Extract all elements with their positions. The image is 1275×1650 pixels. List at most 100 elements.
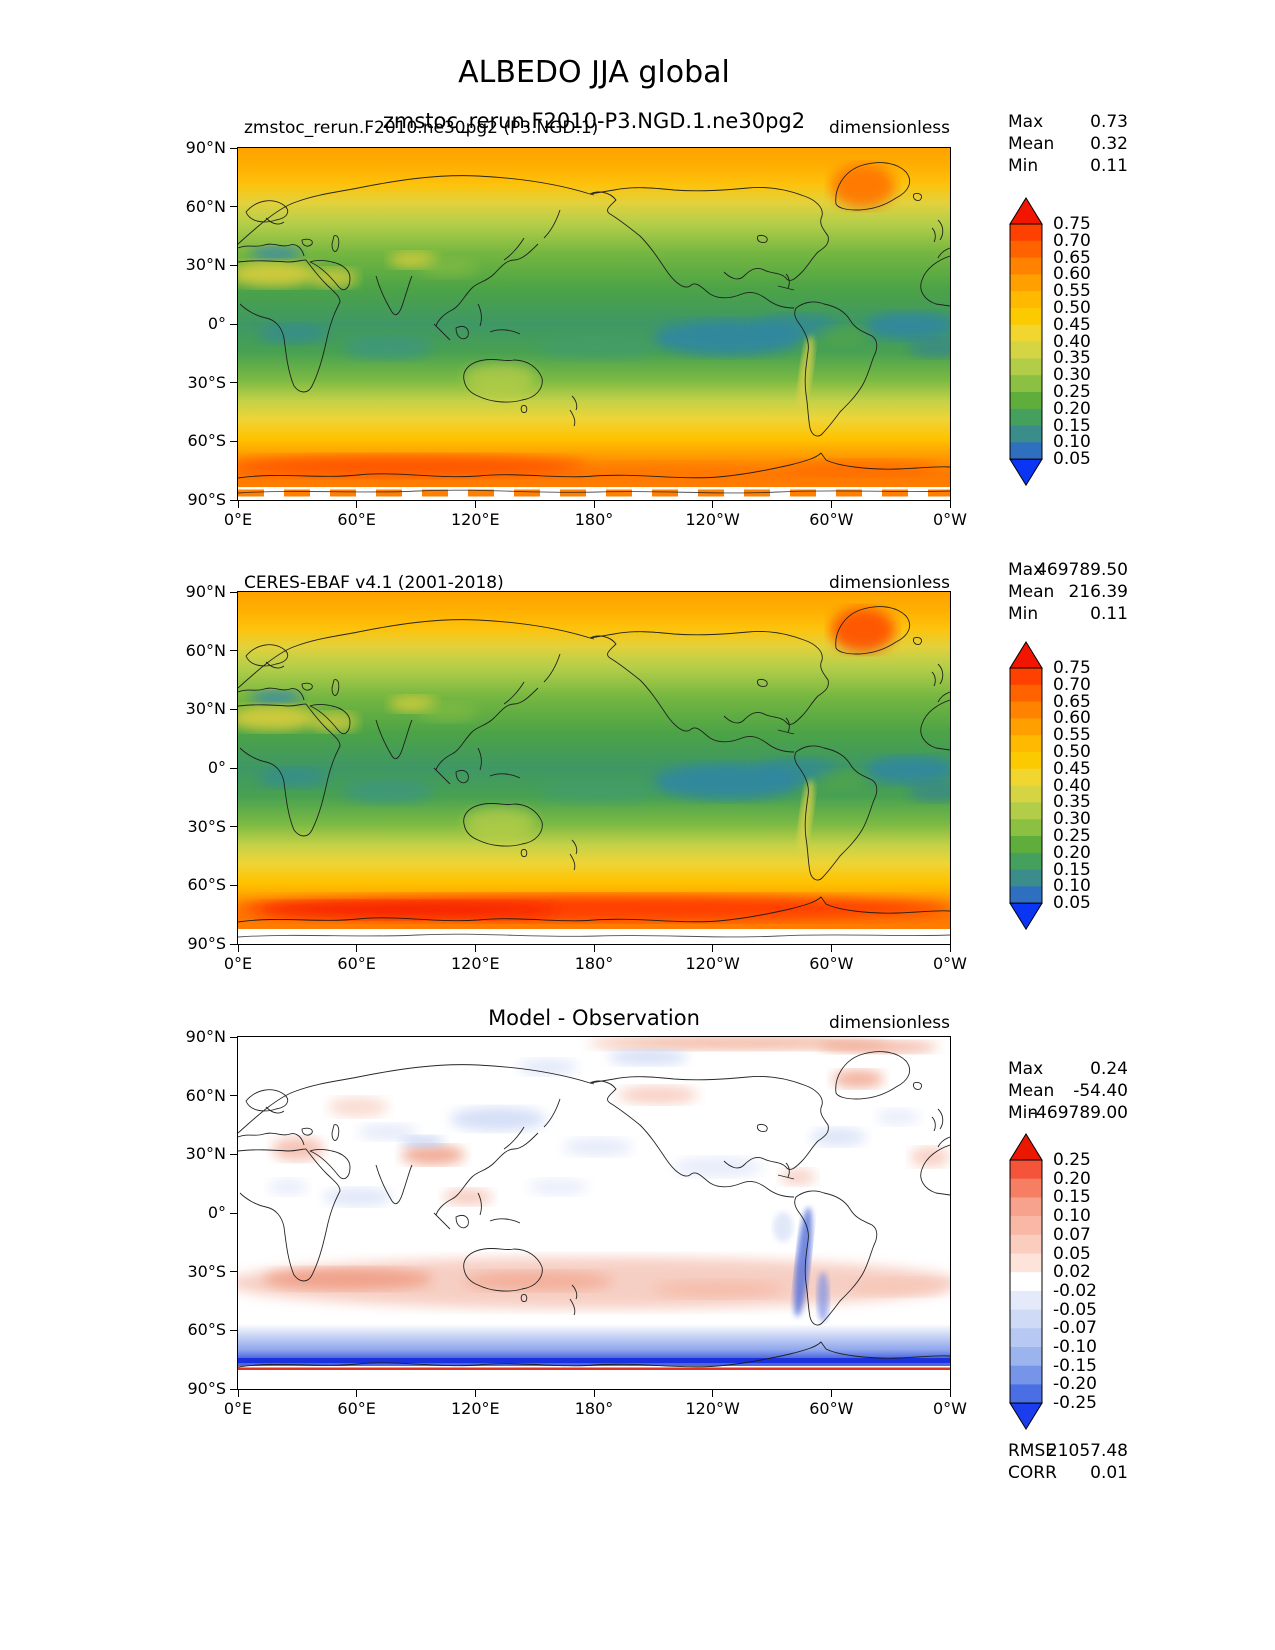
lat-tick-label: 0°: [207, 314, 226, 333]
lat-tick: [230, 264, 237, 266]
colorbar-tick-label: 0.15: [1053, 859, 1091, 880]
colorbar-tick-label: 0.20: [1053, 1168, 1091, 1189]
panel3-center-title: Model - Observation: [488, 1006, 700, 1030]
colorbar-tick-label: 0.35: [1053, 348, 1091, 369]
colorbar-tick-label: 0.15: [1053, 415, 1091, 436]
lon-tick-label: 120°W: [685, 1399, 740, 1418]
panel3-stat-max: Max 0.24: [1008, 1059, 1128, 1081]
lat-tick-label: 30°N: [185, 699, 226, 719]
panel3-stat-corr: CORR 0.01: [1008, 1463, 1128, 1485]
lat-tick: [230, 1271, 237, 1273]
lat-tick: [230, 1329, 237, 1331]
colorbar-tick-label: 0.70: [1053, 674, 1091, 695]
lon-tick: [712, 501, 714, 508]
lat-tick: [230, 1153, 237, 1155]
lon-tick: [712, 945, 714, 952]
panel2-stat-max: Max 469789.50: [1008, 560, 1128, 582]
lat-tick: [230, 440, 237, 442]
lon-tick: [712, 1390, 714, 1397]
stat-value: 0.11: [1090, 604, 1128, 624]
lat-tick-label: 90°N: [185, 138, 226, 157]
lon-tick-label: 120°W: [685, 954, 740, 973]
lat-tick: [230, 708, 237, 710]
colorbar-tick-label: 0.10: [1053, 876, 1091, 897]
map-field: [238, 1037, 950, 1389]
colorbar-tick-label: 0.20: [1053, 842, 1091, 863]
lat-tick-label: 90°N: [185, 582, 226, 601]
lat-tick-label: 30°N: [185, 1144, 226, 1164]
lat-tick: [230, 767, 237, 769]
lon-tick-label: 180°: [574, 1399, 614, 1418]
colorbar-tick-label: 0.07: [1053, 1224, 1091, 1245]
stat-label: Min: [1008, 156, 1039, 176]
lat-tick-label: 60°N: [185, 640, 226, 660]
lon-tick-label: 120°E: [451, 954, 500, 973]
stat-value: -469789.00: [1029, 1103, 1128, 1123]
panel2-units-label: dimensionless: [829, 573, 950, 593]
lat-tick-label: 30°N: [185, 255, 226, 275]
colorbar-tick-label: 0.55: [1053, 281, 1091, 302]
lat-tick-label: 60°S: [187, 431, 226, 451]
colorbar-tick-label: 0.60: [1053, 264, 1091, 285]
colorbar-tick-label: 0.25: [1053, 382, 1091, 402]
colorbar-tick-label: 0.35: [1053, 792, 1091, 813]
colorbar-tick-label: 0.75: [1053, 658, 1091, 678]
lat-tick: [230, 650, 237, 652]
panel3-units-label: dimensionless: [829, 1013, 950, 1033]
panel2-stat-min: Min 0.11: [1008, 604, 1128, 626]
lon-tick: [593, 945, 595, 952]
colorbar-tick-label: -0.02: [1053, 1280, 1097, 1301]
colorbar-tick-label: 0.05: [1053, 449, 1091, 470]
colorbar-tick-label: 0.02: [1053, 1262, 1091, 1283]
lat-tick: [230, 206, 237, 208]
lat-tick-label: 30°S: [187, 1261, 226, 1281]
colorbar-tick-label: 0.45: [1053, 314, 1091, 335]
map-observation: [237, 591, 951, 945]
colorbar-tick-label: 0.40: [1053, 775, 1091, 796]
lat-tick: [230, 1388, 237, 1390]
lon-tick-label: 60°E: [337, 1399, 376, 1418]
colorbar-tick-label: 0.65: [1053, 691, 1091, 712]
lon-tick-label: 0°W: [933, 954, 967, 973]
panel1-stat-min: Min 0.11: [1008, 156, 1128, 178]
lon-tick: [593, 1390, 595, 1397]
lat-tick: [230, 826, 237, 828]
lon-tick: [949, 945, 951, 952]
lat-tick: [230, 591, 237, 593]
colorbar-tick-label: 0.15: [1053, 1187, 1091, 1208]
stat-value: 21057.48: [1046, 1441, 1128, 1461]
colorbar-tick-label: -0.25: [1053, 1393, 1097, 1414]
stat-value: 0.11: [1090, 156, 1128, 176]
stat-value: 0.32: [1090, 134, 1128, 154]
lat-tick: [230, 147, 237, 149]
panel1-left-title: zmstoc_rerun.F2010.ne30pg2 (P3.NGD.1): [244, 118, 599, 138]
lat-tick-label: 90°S: [187, 1379, 226, 1398]
stat-label: Max: [1008, 112, 1044, 132]
panel1-stat-max: Max 0.73: [1008, 112, 1128, 134]
colorbar-tick-label: -0.20: [1053, 1374, 1097, 1395]
lon-tick-label: 120°E: [451, 1399, 500, 1418]
lon-tick: [356, 1390, 358, 1397]
colorbar-tick-label: 0.10: [1053, 1206, 1091, 1227]
panel2-stat-mean: Mean 216.39: [1008, 582, 1128, 604]
lon-tick-label: 0°E: [223, 510, 253, 529]
lon-tick-label: 60°W: [809, 1399, 854, 1418]
lat-tick-label: 60°N: [185, 1085, 226, 1105]
map-field: [238, 592, 950, 944]
colorbar-tick-label: 0.45: [1053, 758, 1091, 779]
lat-tick-label: 60°S: [187, 1320, 226, 1340]
lat-tick-label: 60°S: [187, 875, 226, 895]
colorbar-tick-label: 0.75: [1053, 214, 1091, 234]
colorbar-tick-label: 0.60: [1053, 708, 1091, 729]
lon-tick-label: 180°: [574, 510, 614, 529]
colorbar-tick-label: 0.30: [1053, 365, 1091, 386]
stat-value: 216.39: [1068, 582, 1128, 602]
stat-value: 0.73: [1090, 112, 1128, 132]
stat-label: Min: [1008, 1103, 1039, 1123]
lon-tick: [830, 945, 832, 952]
panel2-left-title: CERES-EBAF v4.1 (2001-2018): [244, 573, 504, 593]
lon-tick: [593, 501, 595, 508]
lon-tick: [356, 945, 358, 952]
lat-tick: [230, 1095, 237, 1097]
